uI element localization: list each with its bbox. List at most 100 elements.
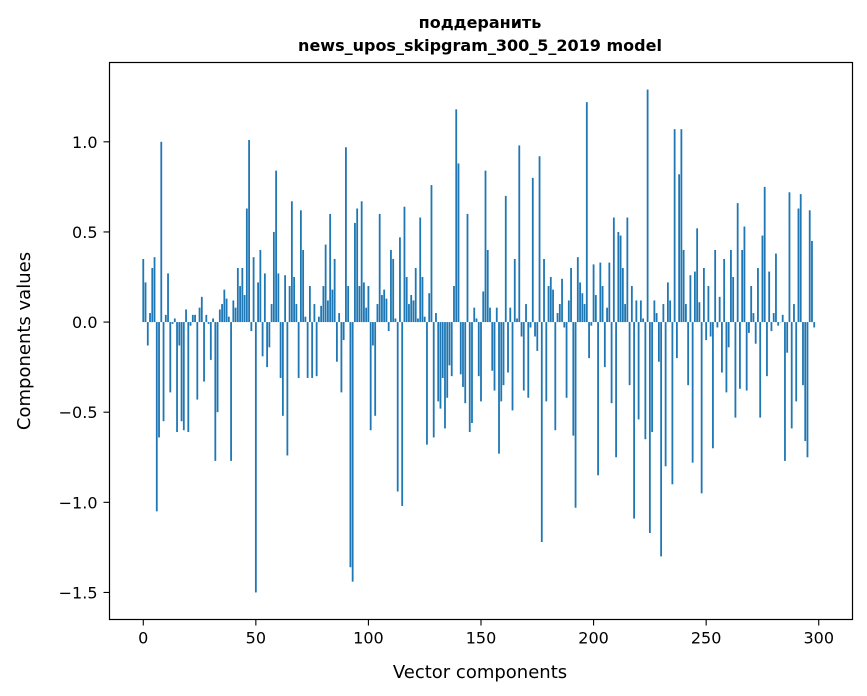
bar-component-203 [599, 262, 602, 323]
bar-component-261 [730, 249, 732, 323]
bar-component-239 [680, 129, 683, 323]
bar-component-118 [408, 304, 410, 323]
bar-component-24 [196, 322, 199, 400]
bar-component-270 [750, 286, 753, 323]
bar-component-158 [498, 322, 500, 454]
bar-component-65 [288, 286, 291, 323]
bar-component-229 [657, 322, 660, 362]
bar-component-249 [703, 268, 705, 323]
bar-component-4 [151, 268, 154, 323]
bar-component-1 [144, 282, 147, 323]
bar-component-25 [198, 307, 201, 323]
bar-component-15 [176, 322, 178, 433]
bar-component-156 [493, 322, 496, 391]
bar-component-154 [489, 307, 491, 323]
bar-component-98 [363, 282, 365, 323]
bar-component-254 [714, 249, 717, 323]
bar-component-27 [203, 322, 205, 382]
bar-component-83 [329, 213, 332, 323]
bar-component-196 [583, 304, 586, 323]
bar-component-246 [696, 228, 699, 323]
bar-component-150 [480, 322, 482, 402]
bar-component-265 [739, 322, 741, 389]
bar-component-212 [619, 235, 622, 323]
bar-component-215 [626, 217, 629, 323]
bar-component-9 [162, 322, 165, 422]
bar-component-208 [610, 322, 613, 404]
bar-component-228 [655, 313, 658, 323]
bar-component-281 [775, 253, 777, 323]
bar-component-272 [754, 322, 757, 344]
bar-component-39 [230, 322, 232, 461]
bar-component-247 [698, 302, 701, 323]
bar-component-37 [225, 298, 228, 323]
bar-component-126 [426, 322, 428, 445]
bar-component-142 [462, 322, 464, 387]
bar-component-146 [471, 322, 473, 424]
bar-component-51 [257, 282, 259, 323]
bar-component-287 [788, 192, 791, 323]
bar-component-214 [624, 304, 626, 323]
bar-component-235 [671, 322, 674, 485]
bar-component-45 [243, 295, 246, 323]
x-tick-label: 300 [803, 629, 834, 648]
bar-component-204 [601, 286, 604, 323]
bar-component-260 [727, 322, 730, 348]
bar-component-14 [173, 318, 176, 323]
bar-component-273 [757, 268, 759, 323]
bar-component-290 [795, 322, 798, 402]
bar-component-106 [381, 295, 383, 323]
bar-component-69 [297, 322, 300, 378]
bar-component-160 [502, 322, 505, 386]
bar-component-120 [412, 300, 415, 323]
bar-component-139 [455, 109, 458, 323]
bar-component-92 [349, 322, 352, 568]
bar-component-289 [793, 304, 795, 323]
bar-component-233 [666, 282, 669, 323]
bar-component-11 [167, 273, 169, 323]
bar-component-210 [615, 322, 617, 458]
bar-component-119 [410, 295, 413, 323]
bar-component-206 [606, 307, 608, 323]
bar-component-3 [149, 313, 151, 323]
bar-component-147 [473, 307, 476, 323]
bar-component-157 [495, 307, 498, 323]
bar-component-234 [669, 300, 672, 323]
bar-component-108 [385, 298, 388, 323]
bar-component-21 [189, 322, 192, 326]
bar-component-107 [383, 289, 386, 323]
bar-component-168 [520, 322, 523, 337]
bar-component-74 [308, 286, 311, 323]
bar-component-105 [378, 213, 381, 323]
bar-component-170 [525, 304, 527, 323]
bar-component-297 [811, 240, 813, 323]
bar-component-227 [653, 300, 656, 323]
bar-component-110 [390, 249, 392, 323]
bars-group [142, 89, 816, 593]
bar-component-2 [146, 322, 149, 346]
bar-component-155 [491, 322, 494, 371]
bar-component-23 [194, 314, 196, 323]
bar-component-149 [477, 322, 480, 377]
bar-component-205 [603, 322, 606, 368]
bar-component-113 [396, 322, 399, 492]
bar-component-104 [376, 304, 379, 323]
bar-component-177 [540, 322, 543, 542]
bar-component-124 [421, 277, 424, 323]
bar-component-19 [185, 309, 187, 323]
bar-component-30 [209, 322, 212, 360]
bar-component-225 [648, 322, 651, 533]
bar-component-12 [169, 322, 172, 393]
bar-component-26 [200, 296, 203, 323]
bar-component-292 [799, 194, 802, 323]
bar-component-213 [621, 268, 624, 323]
bar-component-145 [468, 322, 471, 433]
y-tick-label: −1.5 [59, 583, 98, 602]
bar-component-93 [351, 322, 354, 582]
bar-component-163 [509, 307, 512, 323]
bar-component-298 [813, 322, 816, 328]
bar-component-188 [565, 322, 568, 398]
bar-component-238 [678, 174, 681, 323]
bar-component-207 [608, 262, 611, 323]
